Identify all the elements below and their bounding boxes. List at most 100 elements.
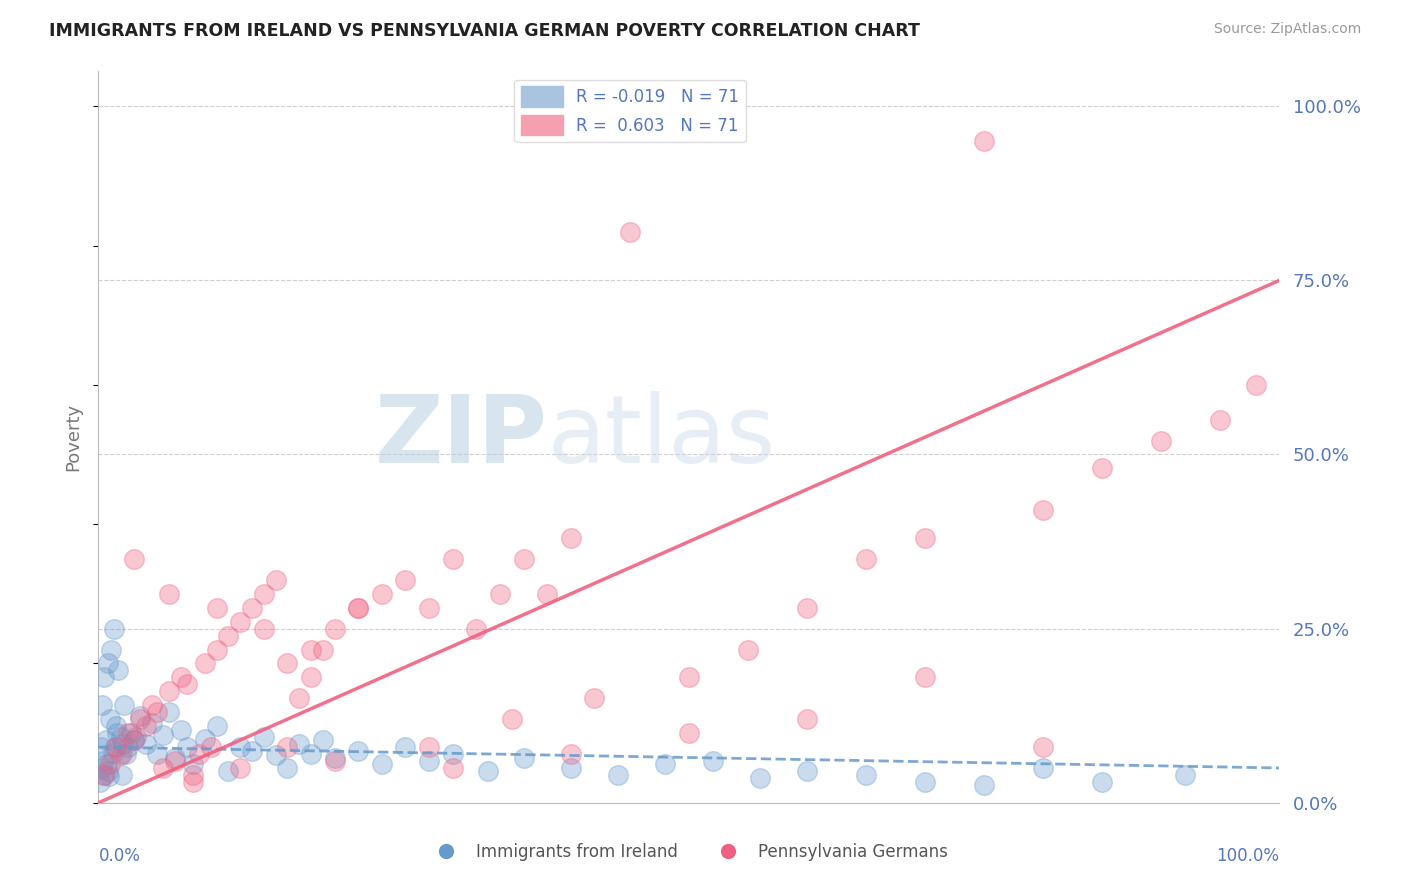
Point	[914, 531, 936, 545]
Point	[98, 712, 121, 726]
Point	[501, 712, 523, 726]
Point	[465, 622, 488, 636]
Text: 100.0%: 100.0%	[1216, 847, 1279, 864]
Point	[394, 573, 416, 587]
Point	[229, 740, 252, 755]
Point	[128, 708, 150, 723]
Point	[93, 670, 115, 684]
Point	[796, 712, 818, 726]
Point	[323, 754, 346, 768]
Point	[560, 531, 582, 545]
Point	[678, 726, 700, 740]
Point	[98, 769, 121, 783]
Point	[205, 642, 228, 657]
Point	[146, 747, 169, 761]
Point	[654, 757, 676, 772]
Point	[299, 670, 322, 684]
Point	[702, 754, 724, 768]
Point	[418, 600, 440, 615]
Point	[371, 757, 394, 772]
Point	[112, 698, 135, 713]
Point	[135, 737, 157, 751]
Point	[111, 768, 134, 782]
Point	[157, 684, 180, 698]
Text: 0.0%: 0.0%	[98, 847, 141, 864]
Point	[312, 642, 335, 657]
Point	[104, 740, 127, 755]
Point	[1032, 761, 1054, 775]
Point	[737, 642, 759, 657]
Point	[1174, 768, 1197, 782]
Point	[176, 740, 198, 755]
Point	[194, 657, 217, 671]
Point	[748, 772, 770, 786]
Point	[1032, 503, 1054, 517]
Point	[418, 754, 440, 768]
Point	[288, 737, 311, 751]
Text: ZIP: ZIP	[374, 391, 547, 483]
Point	[583, 691, 606, 706]
Point	[90, 740, 112, 755]
Y-axis label: Poverty: Poverty	[65, 403, 83, 471]
Point	[194, 731, 217, 746]
Point	[796, 600, 818, 615]
Point	[973, 134, 995, 148]
Point	[288, 691, 311, 706]
Point	[323, 750, 346, 764]
Point	[146, 705, 169, 719]
Point	[176, 677, 198, 691]
Point	[253, 587, 276, 601]
Point	[97, 657, 120, 671]
Point	[512, 552, 534, 566]
Point	[152, 727, 174, 741]
Point	[276, 740, 298, 755]
Point	[855, 768, 877, 782]
Point	[121, 726, 143, 740]
Point	[181, 775, 204, 789]
Point	[157, 705, 180, 719]
Point	[91, 754, 114, 768]
Point	[141, 698, 163, 713]
Point	[110, 730, 132, 744]
Point	[112, 737, 135, 751]
Point	[205, 719, 228, 733]
Point	[299, 642, 322, 657]
Point	[117, 726, 139, 740]
Point	[264, 573, 287, 587]
Point	[122, 552, 145, 566]
Point	[98, 757, 121, 772]
Point	[93, 768, 115, 782]
Point	[1150, 434, 1173, 448]
Point	[276, 657, 298, 671]
Point	[1032, 740, 1054, 755]
Point	[122, 733, 145, 747]
Text: atlas: atlas	[547, 391, 776, 483]
Point	[560, 747, 582, 761]
Point	[107, 664, 129, 678]
Point	[229, 615, 252, 629]
Point	[165, 750, 187, 764]
Point	[141, 715, 163, 730]
Point	[914, 670, 936, 684]
Point	[135, 719, 157, 733]
Point	[240, 743, 263, 757]
Point	[371, 587, 394, 601]
Point	[855, 552, 877, 566]
Point	[125, 730, 148, 744]
Point	[477, 764, 499, 779]
Point	[181, 757, 204, 772]
Point	[108, 748, 131, 763]
Point	[394, 740, 416, 755]
Point	[97, 764, 120, 779]
Text: Source: ZipAtlas.com: Source: ZipAtlas.com	[1213, 22, 1361, 37]
Point	[264, 748, 287, 763]
Point	[89, 775, 111, 789]
Point	[914, 775, 936, 789]
Point	[217, 629, 239, 643]
Point	[323, 622, 346, 636]
Point	[94, 733, 117, 747]
Point	[91, 761, 114, 775]
Point	[200, 740, 222, 755]
Point	[299, 747, 322, 761]
Point	[1091, 775, 1114, 789]
